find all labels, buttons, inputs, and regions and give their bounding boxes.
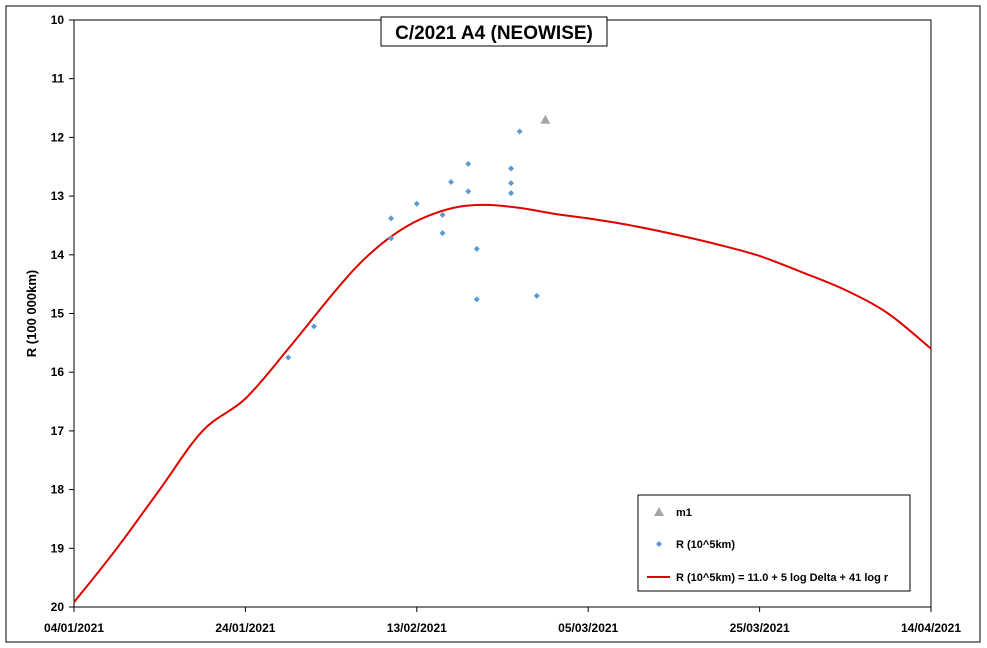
y-tick-label: 14 (51, 248, 65, 262)
m1-point (540, 114, 551, 124)
y-tick-label: 17 (51, 424, 65, 438)
y-tick-label: 11 (51, 72, 64, 86)
line-series (73, 203, 932, 603)
chart-title-box: C/2021 A4 (NEOWISE) (380, 16, 608, 47)
x-tick-label: 24/01/2021 (215, 621, 275, 635)
r-point (439, 230, 446, 237)
y-axis: 10 11 12 13 14 15 16 17 18 19 20 (51, 13, 74, 614)
x-tick-label: 04/01/2021 (44, 621, 104, 635)
r-point (439, 211, 446, 218)
r-point (508, 180, 515, 187)
x-tick-label: 05/03/2021 (558, 621, 618, 635)
chart-title-frame (380, 16, 608, 47)
legend-triangle-swatch (654, 507, 664, 516)
fit-curve (73, 203, 932, 603)
r-point (310, 323, 317, 330)
r-point (413, 200, 420, 207)
y-tick-label: 13 (51, 189, 65, 203)
x-tick-label: 13/02/2021 (387, 621, 447, 635)
r-point (388, 235, 395, 242)
legend: m1 R (10^5km) R (10^5km) = 11.0 + 5 log De… (637, 494, 911, 592)
x-axis: 04/01/2021 24/01/2021 13/02/2021 05/03/2021… (44, 607, 961, 635)
r-point (516, 128, 523, 135)
y-tick-label: 19 (51, 541, 65, 555)
y-tick-label: 16 (51, 365, 65, 379)
marker-series (285, 114, 551, 361)
y-tick-label: 18 (51, 483, 65, 497)
y-tick-label: 12 (51, 130, 65, 144)
r-point (508, 190, 515, 197)
r-point (473, 296, 480, 303)
r-point (473, 245, 480, 252)
x-tick-label: 25/03/2021 (730, 621, 790, 635)
y-axis-title: R (100 000km) (24, 270, 39, 357)
r-point (388, 215, 395, 222)
x-tick-label: 14/04/2021 (901, 621, 961, 635)
chart-title: C/2021 A4 (NEOWISE) (395, 23, 593, 44)
r-point (465, 188, 472, 195)
r-point (448, 179, 455, 186)
y-tick-label: 10 (51, 13, 65, 27)
r-point (508, 165, 515, 172)
legend-label: R (10^5km) (676, 539, 735, 551)
y-tick-label: 20 (51, 600, 65, 614)
r-point (285, 354, 292, 361)
r-point (465, 160, 472, 167)
r-point (533, 292, 540, 299)
legend-frame (637, 494, 911, 592)
legend-label: m1 (676, 507, 692, 519)
y-tick-label: 15 (51, 307, 65, 321)
legend-diamond-swatch (656, 541, 662, 547)
legend-label: R (10^5km) = 11.0 + 5 log Delta + 41 log… (676, 572, 889, 584)
